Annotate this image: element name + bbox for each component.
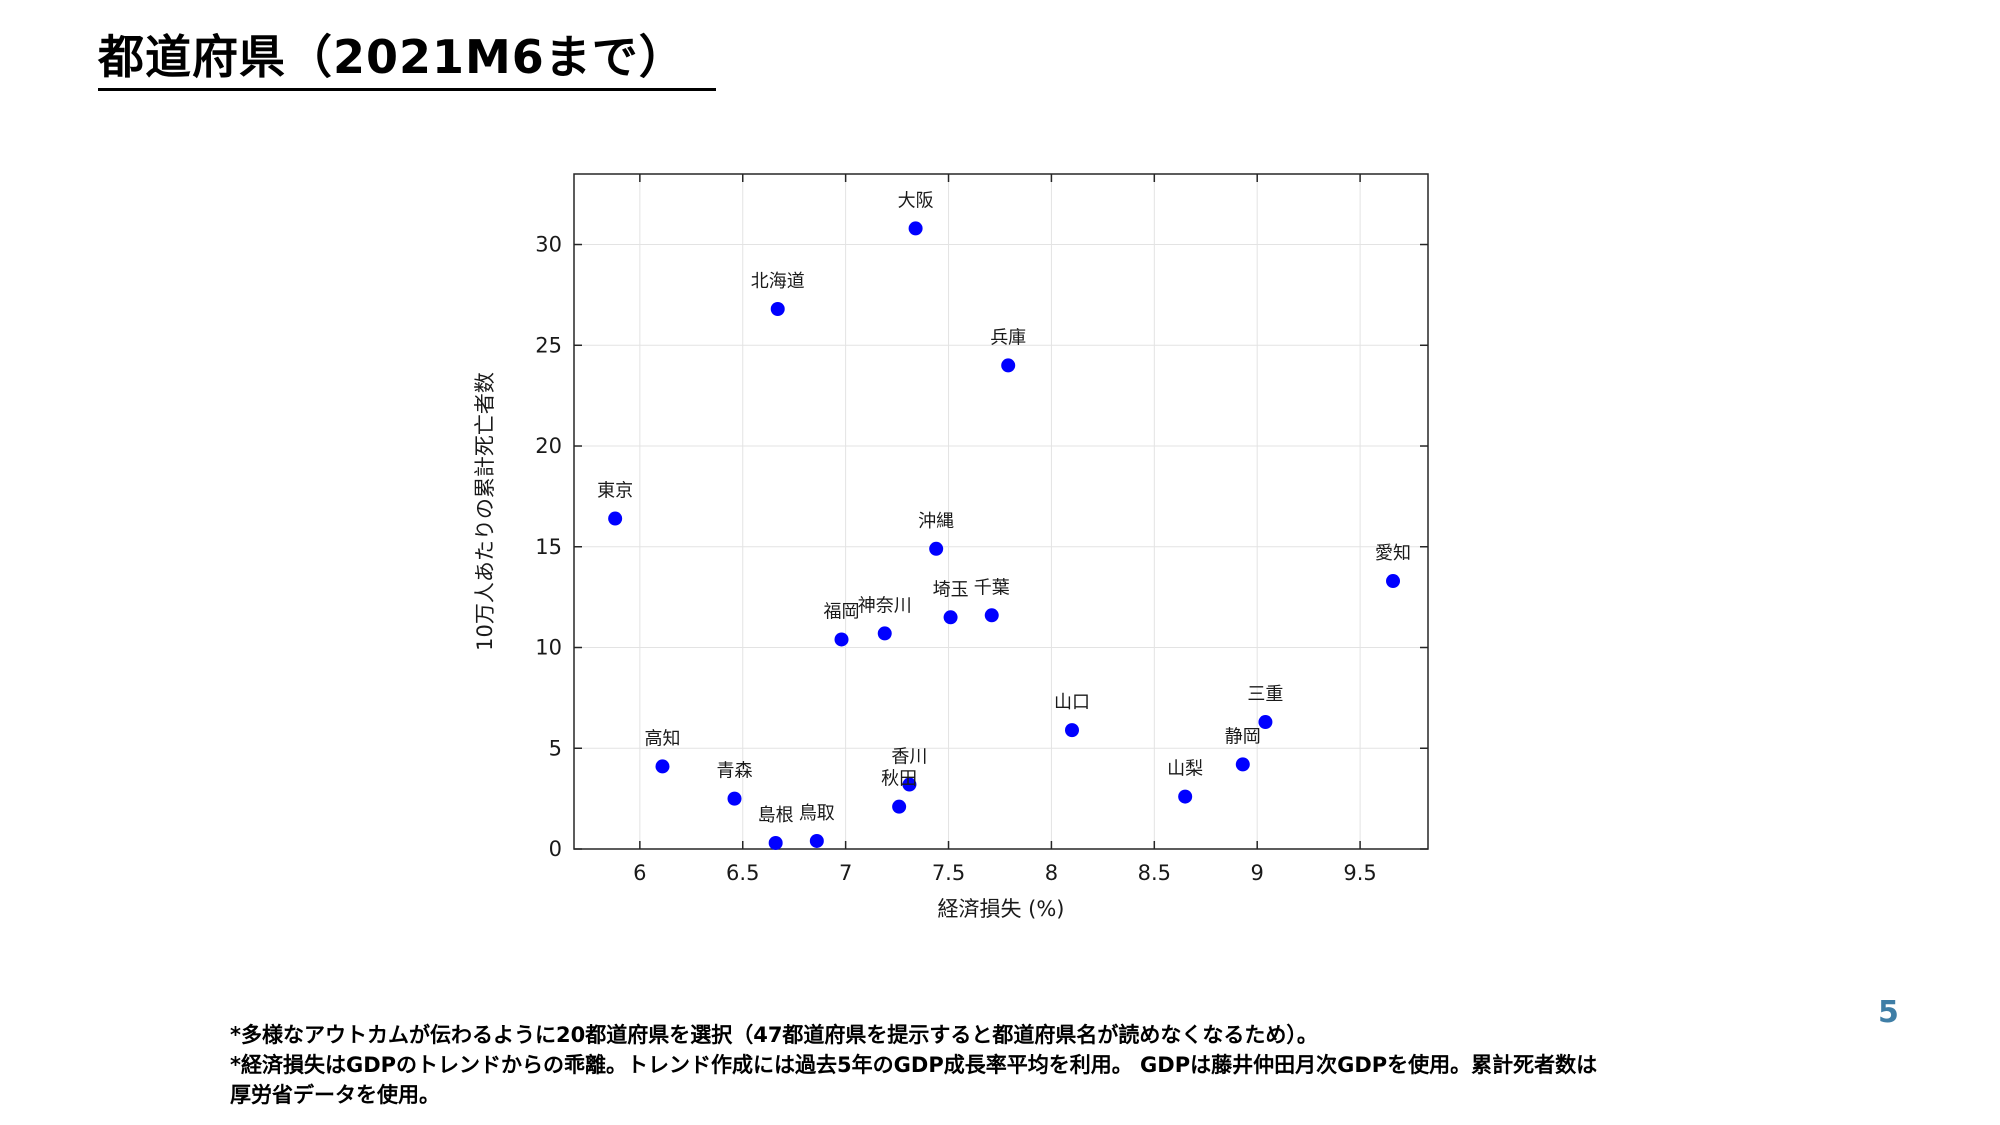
page-number: 5 [1878,995,1899,1030]
x-tick-label: 8 [1045,861,1058,885]
footnote-line: *多様なアウトカムが伝わるように20都道府県を選択（47都道府県を提示すると都道… [230,1023,1318,1047]
data-point [655,759,670,774]
data-point [892,799,907,814]
y-tick-label: 20 [535,434,562,458]
data-point-label: 香川 [891,747,927,768]
x-tick-label: 7 [839,861,852,885]
data-point-label: 島根 [758,805,794,826]
axis-ticks: 6 6.5 7 7.5 8 8.5 9 9.5 0 5 10 15 20 25 30 [535,174,1428,885]
data-point [834,632,849,647]
data-point-label: 埼玉 [933,579,969,600]
x-tick-label: 6 [633,861,646,885]
data-point-label: 山梨 [1167,759,1203,780]
data-point [608,511,623,526]
footnote-line: 厚労省データを使用。 [230,1083,440,1107]
data-point-label: 高知 [644,728,680,749]
data-point-label: 山口 [1054,692,1090,713]
data-point [908,221,923,236]
grid-lines [574,174,1428,850]
data-point [1064,723,1079,738]
data-point [727,791,742,806]
x-tick-label: 9 [1251,861,1264,885]
y-axis-label: 10万人あたりの累計死亡者数 [473,372,497,651]
data-point-label: 神奈川 [858,595,912,616]
data-point-label: 愛知 [1375,543,1411,564]
data-point [1001,358,1016,373]
data-point [1258,715,1273,730]
x-tick-label: 7.5 [932,861,965,885]
data-point [902,777,917,792]
data-point-label: 静岡 [1225,726,1261,747]
data-point-label: 秋田 [881,769,917,790]
y-tick-label: 30 [535,233,562,257]
data-point-label: 三重 [1247,684,1283,705]
y-tick-label: 0 [549,837,562,861]
plot-frame [573,173,1429,850]
footnotes: *多様なアウトカムが伝わるように20都道府県を選択（47都道府県を提示すると都道… [230,1020,1890,1110]
data-point-label: 沖縄 [918,511,954,532]
data-point-label: 千葉 [974,577,1010,598]
x-tick-label: 9.5 [1343,861,1376,885]
data-point-label: 鳥取 [799,803,835,824]
data-point [943,610,958,625]
y-tick-label: 10 [535,636,562,660]
data-point-label: 福岡 [824,601,860,622]
data-point-label: 青森 [717,761,753,782]
data-point [770,302,785,316]
x-tick-label: 8.5 [1138,861,1171,885]
data-point [877,626,892,641]
data-point [929,541,944,556]
data-point-label: 東京 [597,481,633,502]
data-point-label: 北海道 [751,271,805,292]
data-point [1178,789,1193,804]
data-point [984,608,999,623]
y-tick-label: 15 [535,535,562,559]
slide-title: 都道府県（2021M6まで） [98,28,716,91]
y-tick-label: 25 [535,333,562,357]
data-point [809,833,824,848]
data-point-label: 兵庫 [990,327,1026,348]
x-tick-label: 6.5 [726,861,759,885]
data-point [1235,757,1250,772]
y-tick-label: 5 [549,736,562,760]
x-axis-label: 経済損失 (%) [937,897,1064,921]
data-point [1386,574,1401,589]
data-point-label: 大阪 [898,190,934,211]
data-point [768,835,783,850]
footnote-line: *経済損失はGDPのトレンドからの乖離。トレンド作成には過去5年のGDP成長率平… [230,1053,1598,1077]
